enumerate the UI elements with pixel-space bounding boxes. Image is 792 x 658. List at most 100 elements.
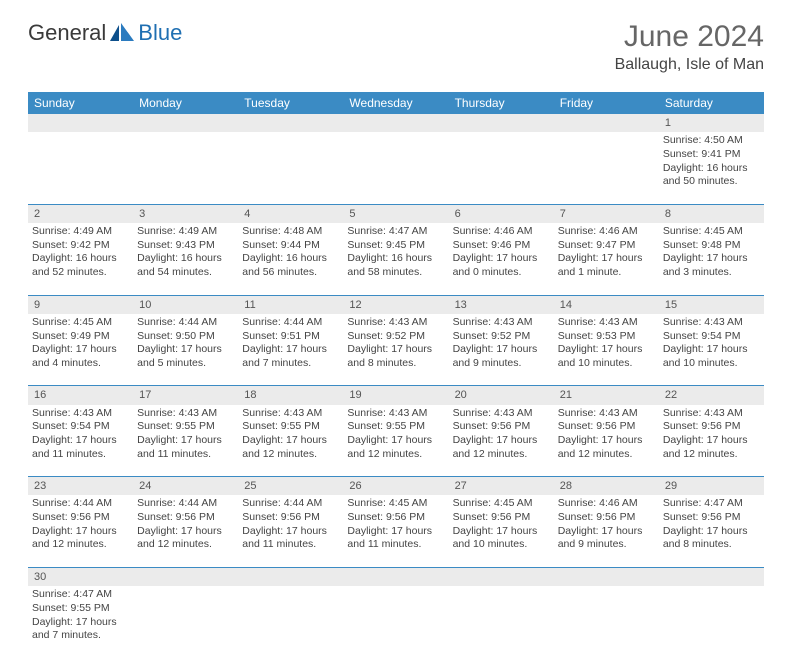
day-number: 13: [449, 295, 554, 314]
daylight-text: Daylight: 17 hours and 7 minutes.: [242, 343, 339, 370]
info-row: Sunrise: 4:50 AMSunset: 9:41 PMDaylight:…: [28, 132, 764, 204]
daylight-text: Daylight: 17 hours and 3 minutes.: [663, 252, 760, 279]
daylight-text: Daylight: 16 hours and 54 minutes.: [137, 252, 234, 279]
info-row: Sunrise: 4:45 AMSunset: 9:49 PMDaylight:…: [28, 314, 764, 386]
day-cell: Sunrise: 4:46 AMSunset: 9:46 PMDaylight:…: [449, 223, 554, 295]
day-number: 20: [449, 386, 554, 405]
month-title: June 2024: [615, 20, 764, 54]
daylight-text: Daylight: 17 hours and 11 minutes.: [242, 525, 339, 552]
sunrise-text: Sunrise: 4:43 AM: [347, 316, 444, 330]
day-cell: [28, 132, 133, 204]
sunrise-text: Sunrise: 4:43 AM: [558, 316, 655, 330]
day-number: 21: [554, 386, 659, 405]
sunset-text: Sunset: 9:48 PM: [663, 239, 760, 253]
info-row: Sunrise: 4:47 AMSunset: 9:55 PMDaylight:…: [28, 586, 764, 658]
day-cell: [238, 132, 343, 204]
day-number: 18: [238, 386, 343, 405]
daylight-text: Daylight: 17 hours and 5 minutes.: [137, 343, 234, 370]
day-number: 30: [28, 567, 133, 586]
day-number: 4: [238, 204, 343, 223]
sunrise-text: Sunrise: 4:43 AM: [347, 407, 444, 421]
logo: General Blue: [28, 20, 182, 46]
sunrise-text: Sunrise: 4:43 AM: [453, 407, 550, 421]
day-cell: Sunrise: 4:47 AMSunset: 9:55 PMDaylight:…: [28, 586, 133, 658]
day-number: 1: [659, 114, 764, 132]
day-number: [28, 114, 133, 132]
day-cell: Sunrise: 4:44 AMSunset: 9:51 PMDaylight:…: [238, 314, 343, 386]
day-cell: Sunrise: 4:43 AMSunset: 9:55 PMDaylight:…: [343, 405, 448, 477]
day-cell: [659, 586, 764, 658]
day-number: 2: [28, 204, 133, 223]
day-number: 3: [133, 204, 238, 223]
daylight-text: Daylight: 17 hours and 1 minute.: [558, 252, 655, 279]
sunrise-text: Sunrise: 4:48 AM: [242, 225, 339, 239]
day-cell: [343, 586, 448, 658]
daynum-row: 9101112131415: [28, 295, 764, 314]
sunset-text: Sunset: 9:56 PM: [137, 511, 234, 525]
sunrise-text: Sunrise: 4:50 AM: [663, 134, 760, 148]
daylight-text: Daylight: 17 hours and 11 minutes.: [32, 434, 129, 461]
weekday-header: Tuesday: [238, 92, 343, 114]
sunrise-text: Sunrise: 4:43 AM: [32, 407, 129, 421]
sunset-text: Sunset: 9:56 PM: [558, 420, 655, 434]
title-block: June 2024 Ballaugh, Isle of Man: [615, 20, 764, 74]
daynum-row: 30: [28, 567, 764, 586]
day-number: 9: [28, 295, 133, 314]
daylight-text: Daylight: 17 hours and 8 minutes.: [663, 525, 760, 552]
day-cell: Sunrise: 4:44 AMSunset: 9:56 PMDaylight:…: [28, 495, 133, 567]
sunset-text: Sunset: 9:43 PM: [137, 239, 234, 253]
day-number: 26: [343, 477, 448, 496]
sunset-text: Sunset: 9:56 PM: [453, 511, 550, 525]
day-number: 8: [659, 204, 764, 223]
day-cell: Sunrise: 4:43 AMSunset: 9:53 PMDaylight:…: [554, 314, 659, 386]
daylight-text: Daylight: 16 hours and 56 minutes.: [242, 252, 339, 279]
day-cell: Sunrise: 4:45 AMSunset: 9:56 PMDaylight:…: [343, 495, 448, 567]
sunset-text: Sunset: 9:56 PM: [242, 511, 339, 525]
daynum-row: 1: [28, 114, 764, 132]
sunset-text: Sunset: 9:54 PM: [663, 330, 760, 344]
sunrise-text: Sunrise: 4:45 AM: [347, 497, 444, 511]
sunset-text: Sunset: 9:55 PM: [242, 420, 339, 434]
daylight-text: Daylight: 17 hours and 8 minutes.: [347, 343, 444, 370]
sunset-text: Sunset: 9:56 PM: [558, 511, 655, 525]
day-number: 27: [449, 477, 554, 496]
day-number: 10: [133, 295, 238, 314]
day-number: 12: [343, 295, 448, 314]
day-cell: [554, 586, 659, 658]
header: General Blue June 2024 Ballaugh, Isle of…: [28, 20, 764, 74]
daylight-text: Daylight: 17 hours and 12 minutes.: [663, 434, 760, 461]
day-cell: [554, 132, 659, 204]
day-number: 7: [554, 204, 659, 223]
logo-sail-icon: [110, 23, 136, 43]
sunrise-text: Sunrise: 4:47 AM: [347, 225, 444, 239]
day-number: 24: [133, 477, 238, 496]
daynum-row: 2345678: [28, 204, 764, 223]
day-number: [238, 567, 343, 586]
sunset-text: Sunset: 9:51 PM: [242, 330, 339, 344]
daylight-text: Daylight: 17 hours and 0 minutes.: [453, 252, 550, 279]
daylight-text: Daylight: 16 hours and 50 minutes.: [663, 162, 760, 189]
day-number: 11: [238, 295, 343, 314]
day-number: [449, 114, 554, 132]
sunrise-text: Sunrise: 4:44 AM: [137, 316, 234, 330]
day-number: [343, 567, 448, 586]
day-cell: Sunrise: 4:49 AMSunset: 9:43 PMDaylight:…: [133, 223, 238, 295]
daynum-row: 23242526272829: [28, 477, 764, 496]
day-cell: Sunrise: 4:45 AMSunset: 9:48 PMDaylight:…: [659, 223, 764, 295]
day-cell: Sunrise: 4:46 AMSunset: 9:56 PMDaylight:…: [554, 495, 659, 567]
day-number: [659, 567, 764, 586]
sunrise-text: Sunrise: 4:44 AM: [32, 497, 129, 511]
weekday-header: Saturday: [659, 92, 764, 114]
logo-text-2: Blue: [138, 20, 182, 46]
day-number: [449, 567, 554, 586]
day-cell: Sunrise: 4:44 AMSunset: 9:56 PMDaylight:…: [133, 495, 238, 567]
day-cell: Sunrise: 4:43 AMSunset: 9:55 PMDaylight:…: [238, 405, 343, 477]
daylight-text: Daylight: 17 hours and 11 minutes.: [347, 525, 444, 552]
sunrise-text: Sunrise: 4:45 AM: [453, 497, 550, 511]
sunset-text: Sunset: 9:41 PM: [663, 148, 760, 162]
daynum-row: 16171819202122: [28, 386, 764, 405]
logo-text-1: General: [28, 20, 106, 46]
sunset-text: Sunset: 9:55 PM: [347, 420, 444, 434]
day-number: 22: [659, 386, 764, 405]
day-cell: Sunrise: 4:45 AMSunset: 9:49 PMDaylight:…: [28, 314, 133, 386]
